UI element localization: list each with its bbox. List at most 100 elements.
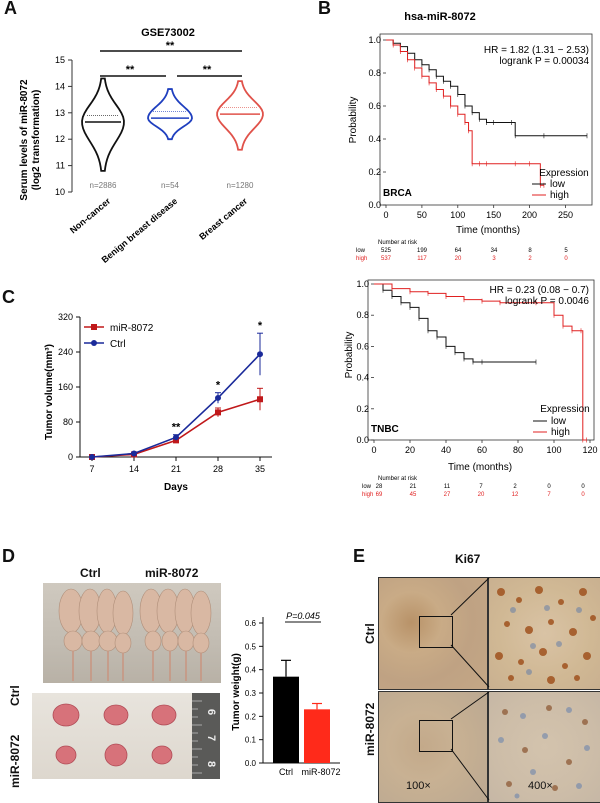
- mice-illustration: [58, 588, 212, 681]
- km-risk-high-value: 20: [478, 492, 485, 498]
- weight-ytick-label: 0.2: [245, 712, 257, 721]
- km-xtick-label: 150: [486, 210, 501, 220]
- km-xtick-label: 60: [477, 445, 487, 455]
- km-risk-low-value: 28: [376, 484, 383, 490]
- km-xtick-label: 40: [441, 445, 451, 455]
- km-risk-high-value: 45: [410, 492, 417, 498]
- volume-xlabel: Days: [164, 482, 188, 493]
- volume-point-ctrl: [131, 450, 137, 457]
- km-risk-high-value: 2: [528, 256, 532, 262]
- violin-ytick-label: 14: [55, 81, 65, 91]
- volume-point-ctrl: [173, 434, 179, 441]
- volume-ytick-label: 160: [58, 382, 73, 392]
- volume-legend-mir: miR-8072: [110, 323, 154, 334]
- km-risk-low-value: 11: [444, 484, 451, 490]
- volume-ytick-label: 0: [68, 452, 73, 462]
- volume-point-ctrl: [89, 454, 95, 460]
- volume-sig-star: *: [216, 380, 221, 392]
- tnbc-label: TNBC: [371, 424, 399, 435]
- ihc-mag-high: 400×: [528, 780, 553, 792]
- violin-n-label: n=1280: [227, 181, 254, 190]
- km-risk-low-value: 2: [513, 484, 517, 490]
- km-risk-high-value: 69: [376, 492, 383, 498]
- tnbc-risk-high-label: high: [362, 492, 373, 498]
- ruler: [192, 693, 220, 779]
- violin-shape: [81, 77, 125, 172]
- tnbc-risk-low-label: low: [362, 484, 372, 490]
- violin-ylabel-1: Serum levels of miR-8072: [19, 79, 30, 201]
- mice-photo: [43, 583, 221, 683]
- volume-point-mir: [173, 437, 179, 444]
- ihc-zoom-box-ctrl: [419, 616, 453, 648]
- ihc-title: Ki67: [455, 552, 481, 566]
- km-title: hsa-miR-8072: [404, 11, 476, 23]
- volume-xtick-label: 7: [89, 464, 94, 474]
- km-risk-low-value: 64: [455, 248, 462, 254]
- violin-ytick-label: 12: [55, 134, 65, 144]
- violin-n-label: n=54: [161, 181, 180, 190]
- km-risk-high-value: 0: [581, 492, 585, 498]
- km-ytick-label: 0.6: [356, 341, 369, 351]
- km-xtick-label: 50: [417, 210, 427, 220]
- km-ytick-label: 0.2: [356, 404, 369, 414]
- km-risk-low-value: 525: [381, 248, 392, 254]
- km-risk-high-value: 3: [492, 256, 496, 262]
- brca-risk-high-label: high: [356, 256, 367, 262]
- weight-ytick-label: 0.0: [245, 759, 257, 768]
- km-risk-low-value: 0: [547, 484, 551, 490]
- ruler-label-8: 8: [205, 761, 217, 767]
- km-risk-low-value: 5: [564, 248, 568, 254]
- brca-xlabel: Time (months): [456, 225, 520, 236]
- km-risk-high-value: 537: [381, 256, 392, 262]
- mice-col-mir: miR-8072: [145, 566, 199, 580]
- ihc-ctrl-100x: [378, 577, 488, 690]
- volume-ylabel: Tumor volume(mm³): [44, 344, 55, 440]
- violin-chart: GSE73002 Serum levels of miR-8072 (log2 …: [19, 27, 264, 265]
- km-ytick-label: 1.0: [368, 35, 381, 45]
- violin-shape: [216, 80, 264, 151]
- tumor-photo: 6 7 8: [32, 693, 220, 779]
- tnbc-hr: HR = 0.23 (0.08 − 0.7): [489, 285, 589, 296]
- weight-ytick-label: 0.4: [245, 666, 257, 675]
- violin-ytick-label: 15: [55, 55, 65, 65]
- weight-pvalue: P=0.045: [286, 611, 321, 621]
- km-xtick-label: 80: [513, 445, 523, 455]
- volume-legend-ctrl-marker: [91, 340, 97, 346]
- brca-plot-frame: [379, 33, 593, 206]
- sig-star-right: **: [203, 64, 212, 76]
- tnbc-logrank: logrank P = 0.0046: [505, 296, 589, 307]
- tumor-volume-chart: Tumor volume(mm³) Days 0 80 160 240 320 7 14 21…: [44, 312, 272, 493]
- tnbc-risk-title: Number at risk: [378, 476, 418, 482]
- sig-star-outer: **: [166, 40, 175, 52]
- violin-ytick-label: 13: [55, 108, 65, 118]
- volume-xtick-label: 14: [129, 464, 139, 474]
- brca-label: BRCA: [383, 188, 412, 199]
- km-ytick-label: 0.8: [356, 310, 369, 320]
- weight-category-label: Ctrl: [279, 767, 293, 777]
- volume-sig-star: **: [172, 422, 181, 434]
- volume-xtick-label: 21: [171, 464, 181, 474]
- volume-xtick-label: 28: [213, 464, 223, 474]
- volume-legend-mir-marker: [91, 324, 97, 330]
- violin-ytick-label: 11: [56, 161, 65, 171]
- brca-legend-low: low: [550, 179, 566, 190]
- km-curve-high: [386, 39, 544, 186]
- weight-ytick-label: 0.3: [245, 689, 257, 698]
- volume-ytick-label: 80: [63, 417, 73, 427]
- km-xtick-label: 100: [450, 210, 465, 220]
- km-risk-low-value: 199: [417, 248, 428, 254]
- tnbc-legend-low: low: [551, 416, 567, 427]
- km-xtick-label: 20: [405, 445, 415, 455]
- km-ytick-label: 0.4: [368, 134, 381, 144]
- panel-label-a: A: [4, 0, 17, 18]
- volume-xtick-label: 35: [255, 464, 265, 474]
- panel-label-e: E: [353, 546, 366, 566]
- volume-point-mir: [215, 409, 221, 416]
- tnbc-legend-high: high: [551, 427, 570, 438]
- violin-title: GSE73002: [141, 27, 195, 39]
- km-risk-high-value: 27: [444, 492, 451, 498]
- km-ytick-label: 0.4: [356, 373, 369, 383]
- km-risk-high-value: 117: [417, 256, 427, 262]
- weight-ytick-label: 0.6: [245, 619, 257, 628]
- mice-col-ctrl: Ctrl: [80, 566, 101, 580]
